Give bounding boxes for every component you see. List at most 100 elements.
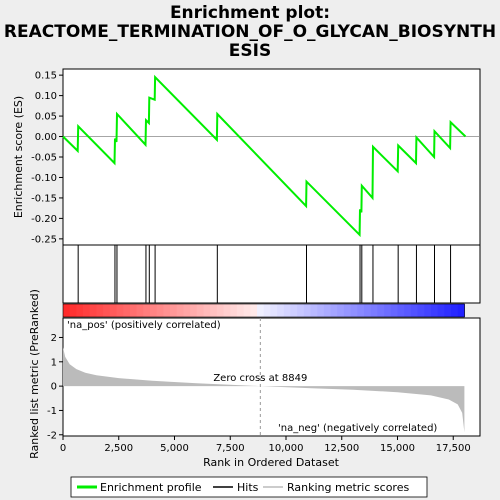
color-bar-segment bbox=[357, 304, 365, 317]
color-bar-segment bbox=[270, 304, 278, 317]
color-bar-segment bbox=[364, 304, 372, 317]
color-bar-segment bbox=[216, 304, 225, 317]
color-bar-segment bbox=[89, 304, 97, 317]
color-bar-segment bbox=[250, 304, 258, 317]
color-bar-segment bbox=[437, 304, 445, 317]
color-bar-segment bbox=[317, 304, 325, 317]
es-y-tick-label: -0.05 bbox=[31, 153, 57, 164]
color-bar-segment bbox=[109, 304, 118, 317]
color-bar-segment bbox=[76, 304, 84, 317]
color-bar-segment bbox=[156, 304, 164, 317]
es-y-tick-label: -0.10 bbox=[31, 173, 57, 184]
es-y-tick-label: 0.00 bbox=[35, 132, 57, 143]
chart-title-line: REACTOME_TERMINATION_OF_O_GLYCAN_BIOSYNT… bbox=[4, 22, 496, 42]
color-bar-segment bbox=[417, 304, 425, 317]
color-bar-segment bbox=[63, 304, 71, 317]
metric-y-axis: 2 1 0 -1 -2 bbox=[47, 333, 63, 441]
color-bar-segment bbox=[310, 304, 318, 317]
x-axis: 0 2,500 5,000 7,500 10,000 12,500 15,000 17,500 bbox=[60, 436, 471, 454]
metric-y-axis-label: Ranked list metric (PreRanked) bbox=[28, 289, 41, 459]
color-bar-segment bbox=[83, 304, 91, 317]
legend-frame bbox=[70, 476, 428, 498]
x-tick-label: 7,500 bbox=[216, 443, 245, 454]
color-bar-segment bbox=[129, 304, 138, 317]
color-bar-segment bbox=[277, 304, 285, 317]
es-y-tick-label: 0.10 bbox=[35, 91, 57, 102]
negative-correlation-label: 'na_neg' (negatively correlated) bbox=[278, 423, 437, 434]
color-bar-frame bbox=[62, 303, 465, 318]
es-y-axis-label: Enrichment score (ES) bbox=[12, 96, 25, 218]
es-y-tick-label: 0.15 bbox=[35, 71, 57, 82]
legend-hits-label: Hits bbox=[237, 481, 259, 494]
zero-cross-label: Zero cross at 8849 bbox=[213, 373, 307, 384]
color-bar-segment bbox=[330, 304, 338, 317]
positive-correlation-label: 'na_pos' (positively correlated) bbox=[67, 320, 221, 331]
color-bar-segment bbox=[149, 304, 158, 317]
x-tick-label: 17,500 bbox=[436, 443, 471, 454]
color-bar-segment bbox=[123, 304, 131, 317]
color-bar-segment bbox=[243, 304, 251, 317]
color-bar-segment bbox=[343, 304, 352, 317]
legend-metric-label: Ranking metric scores bbox=[287, 481, 409, 494]
color-bar-segment bbox=[96, 304, 104, 317]
color-bar-segment bbox=[397, 304, 405, 317]
chart-title-line: ESIS bbox=[229, 41, 271, 61]
es-y-axis: 0.15 0.10 0.05 0.00 -0.05 -0.10 -0.15 -0.20 -0.2… bbox=[31, 71, 63, 245]
color-bar-segment bbox=[283, 304, 291, 317]
rank-color-bar bbox=[62, 303, 465, 318]
color-bar-segment bbox=[337, 304, 345, 317]
color-bar-segment bbox=[69, 304, 77, 317]
metric-y-tick-label: 2 bbox=[51, 333, 57, 344]
es-y-tick-label: -0.20 bbox=[31, 214, 57, 225]
color-bar-segment bbox=[116, 304, 124, 317]
x-tick-label: 15,000 bbox=[380, 443, 415, 454]
color-bar-segment bbox=[236, 304, 245, 317]
color-bar-segment bbox=[183, 304, 191, 317]
color-bar-segment bbox=[370, 304, 378, 317]
color-bar-segment bbox=[444, 304, 452, 317]
color-bar-segment bbox=[457, 304, 465, 317]
x-tick-label: 0 bbox=[60, 443, 66, 454]
legend: Enrichment profile Hits Ranking metric s… bbox=[70, 476, 428, 498]
chart-title-line: Enrichment plot: bbox=[170, 3, 330, 23]
es-y-tick-label: 0.05 bbox=[35, 112, 57, 123]
color-bar-segment bbox=[410, 304, 419, 317]
color-bar-segment bbox=[170, 304, 178, 317]
metric-y-tick-label: -2 bbox=[47, 430, 57, 441]
color-bar-segment bbox=[196, 304, 204, 317]
metric-y-tick-label: -1 bbox=[47, 406, 57, 417]
color-bar-segment bbox=[176, 304, 184, 317]
x-tick-label: 10,000 bbox=[268, 443, 303, 454]
color-bar-segment bbox=[163, 304, 171, 317]
color-bar-segment bbox=[303, 304, 312, 317]
x-tick-label: 2,500 bbox=[104, 443, 133, 454]
hits-panel-frame bbox=[62, 244, 481, 304]
color-bar-segment bbox=[103, 304, 111, 317]
color-bar-segment bbox=[377, 304, 385, 317]
color-bar-segment bbox=[451, 304, 459, 317]
color-bar-segment bbox=[390, 304, 398, 317]
color-bar-segment bbox=[404, 304, 412, 317]
color-bar-segment bbox=[384, 304, 392, 317]
enrichment-profile-line bbox=[62, 74, 467, 238]
color-bar-segment bbox=[136, 304, 144, 317]
metric-y-tick-label: 0 bbox=[51, 382, 57, 393]
x-tick-label: 5,000 bbox=[160, 443, 189, 454]
es-y-tick-label: -0.15 bbox=[31, 193, 57, 204]
color-bar-segment bbox=[257, 304, 265, 317]
ranking-metric-area bbox=[63, 347, 465, 433]
color-bar-segment bbox=[424, 304, 432, 317]
color-bar-segment bbox=[223, 304, 231, 317]
metric-y-tick-label: 1 bbox=[51, 357, 57, 368]
color-bar-segment bbox=[290, 304, 298, 317]
legend-enrichment-label: Enrichment profile bbox=[100, 481, 202, 494]
color-bar-segment bbox=[143, 304, 151, 317]
es-panel-frame bbox=[62, 68, 481, 246]
color-bar-segment bbox=[297, 304, 305, 317]
es-y-tick-label: -0.25 bbox=[31, 234, 57, 245]
color-bar-segment bbox=[210, 304, 218, 317]
color-bar-segment bbox=[323, 304, 332, 317]
color-bar-segment bbox=[263, 304, 271, 317]
color-bar-segment bbox=[203, 304, 211, 317]
